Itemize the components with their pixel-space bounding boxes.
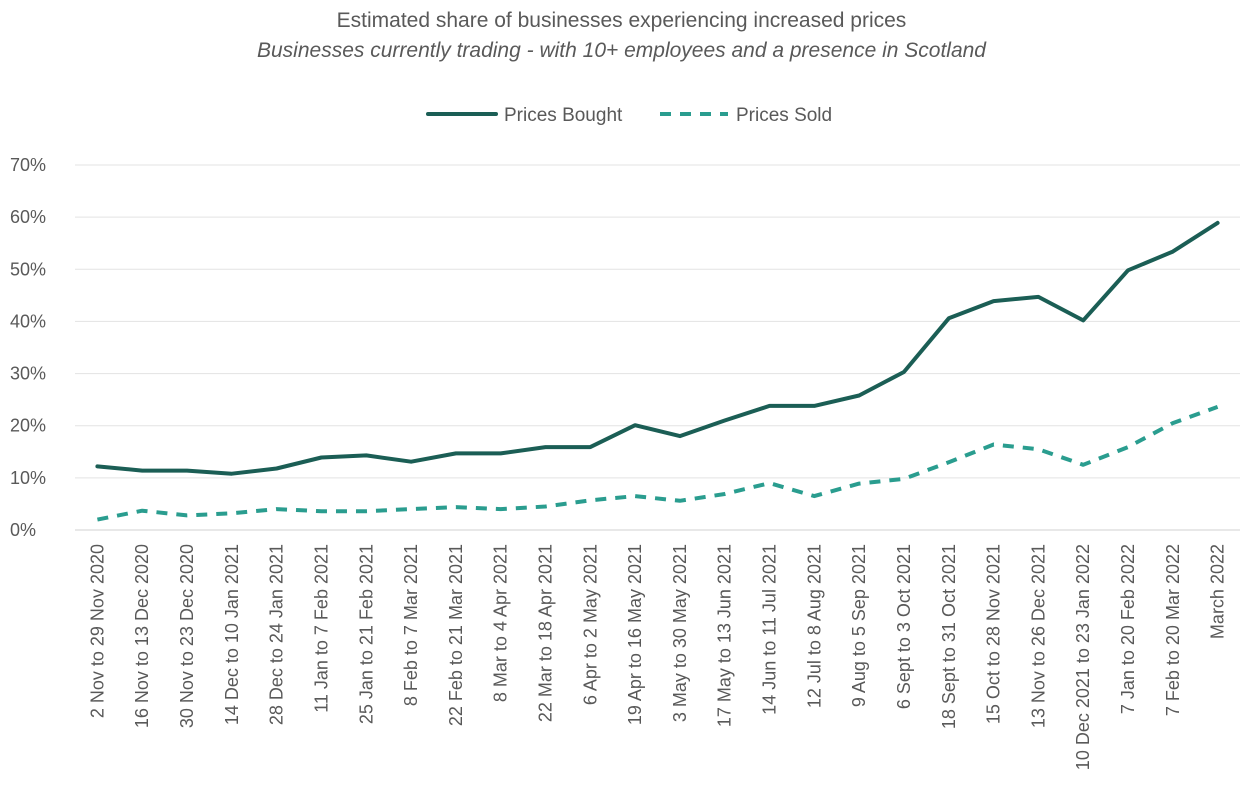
x-tick-label: 3 May to 30 May 2021: [670, 544, 690, 722]
x-tick-label: 19 Apr to 16 May 2021: [625, 544, 645, 725]
x-tick-label: 15 Oct to 28 Nov 2021: [984, 544, 1004, 724]
legend-label: Prices Bought: [504, 105, 623, 126]
x-tick-label: 18 Sept to 31 Oct 2021: [939, 544, 959, 729]
y-tick-label: 70%: [10, 155, 46, 175]
x-tick-label: 28 Dec to 24 Jan 2021: [267, 544, 287, 725]
y-tick-label: 0%: [10, 520, 36, 540]
y-axis-tick-labels: 0% 10% 20% 30% 40% 50% 60% 70%: [10, 155, 46, 540]
x-tick-label: 25 Jan to 21 Feb 2021: [356, 544, 376, 724]
x-tick-label: 2 Nov to 29 Nov 2020: [87, 544, 107, 718]
x-tick-label: 16 Nov to 13 Dec 2020: [132, 544, 152, 728]
legend: Prices Bought Prices Sold: [426, 105, 832, 126]
y-tick-label: 10%: [10, 468, 46, 488]
y-tick-label: 20%: [10, 416, 46, 436]
y-tick-label: 40%: [10, 311, 46, 331]
x-tick-label: 8 Feb to 7 Mar 2021: [401, 544, 421, 706]
y-tick-label: 30%: [10, 364, 46, 384]
x-tick-label: 7 Feb to 20 Mar 2022: [1163, 544, 1183, 716]
x-tick-label: 9 Aug to 5 Sep 2021: [849, 544, 869, 707]
x-tick-label: 8 Mar to 4 Apr 2021: [491, 544, 511, 702]
x-tick-label: 7 Jan to 20 Feb 2022: [1118, 544, 1138, 714]
x-tick-label: 22 Mar to 18 Apr 2021: [535, 544, 555, 722]
x-tick-label: 6 Sept to 3 Oct 2021: [894, 544, 914, 709]
x-tick-label: 17 May to 13 Jun 2021: [715, 544, 735, 727]
x-tick-label: 10 Dec 2021 to 23 Jan 2022: [1073, 544, 1093, 770]
x-tick-label: 14 Jun to 11 Jul 2021: [760, 544, 780, 715]
chart-header: Estimated share of businesses experienci…: [0, 6, 1243, 66]
y-tick-label: 60%: [10, 207, 46, 227]
legend-label: Prices Sold: [736, 105, 832, 126]
y-tick-label: 50%: [10, 259, 46, 279]
x-axis-tick-labels: 2 Nov to 29 Nov 2020 16 Nov to 13 Dec 202…: [87, 544, 1227, 770]
chart-title: Estimated share of businesses experienci…: [336, 9, 907, 32]
series-lines: [95, 220, 1220, 522]
x-tick-label: 22 Feb to 21 Mar 2021: [446, 544, 466, 726]
series-line-prices-sold: [97, 405, 1219, 522]
chart-subtitle: Businesses currently trading - with 10+ …: [257, 39, 986, 62]
x-tick-label: 30 Nov to 23 Dec 2020: [177, 544, 197, 728]
series-line-prices-bought: [95, 220, 1220, 476]
x-tick-label: March 2022: [1208, 544, 1228, 639]
gridlines: [75, 164, 1240, 479]
x-tick-label: 11 Jan to 7 Feb 2021: [311, 544, 331, 713]
x-tick-label: 6 Apr to 2 May 2021: [580, 544, 600, 705]
x-tick-label: 13 Nov to 26 Dec 2021: [1028, 544, 1048, 728]
x-tick-label: 14 Dec to 10 Jan 2021: [222, 544, 242, 725]
x-tick-label: 12 Jul to 8 Aug 2021: [804, 544, 824, 708]
